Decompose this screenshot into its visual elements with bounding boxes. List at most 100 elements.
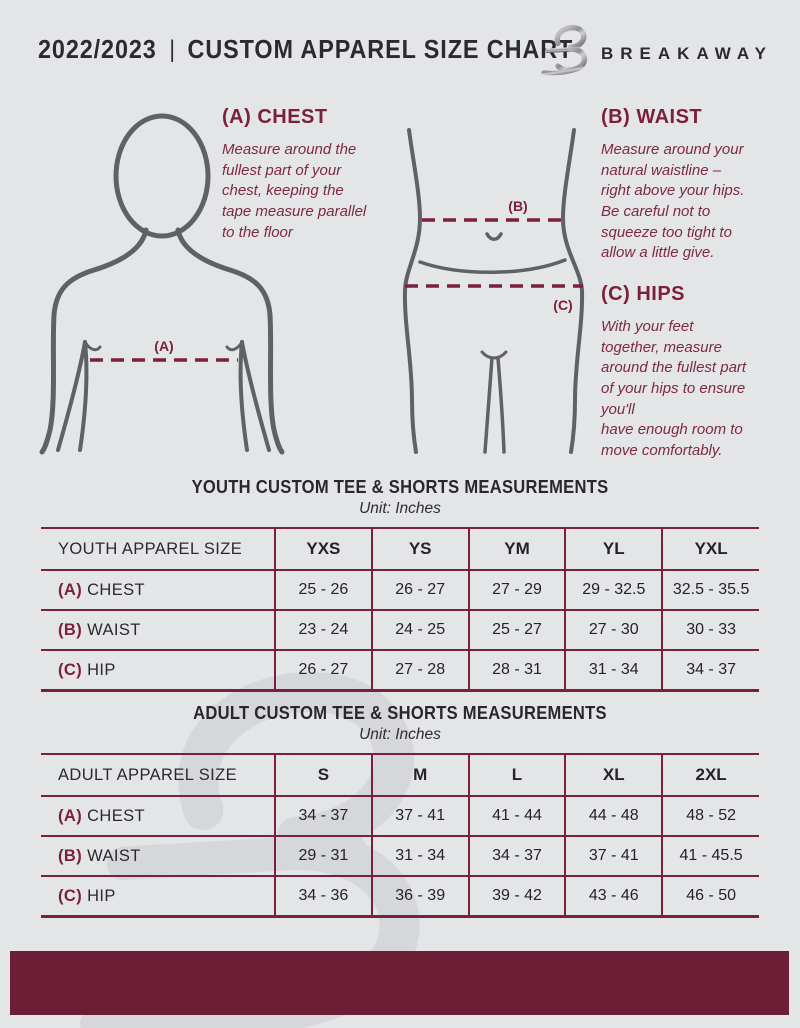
hips-marker-label: (C): [553, 297, 572, 313]
size-column-header: YS: [370, 528, 469, 571]
measurement-value-cell: 24 - 25: [370, 610, 469, 651]
measurement-name: CHEST: [87, 806, 146, 825]
measurement-label-cell: (A) CHEST: [41, 796, 275, 837]
measurement-value-cell: 31 - 34: [370, 836, 469, 877]
measurement-value-cell: 34 - 37: [274, 796, 372, 837]
measurement-value-cell: 41 - 45.5: [661, 836, 759, 877]
measurement-row: (A) CHEST 25 - 26 26 - 27 27 - 29 29 - 32.5 32…: [41, 570, 759, 611]
measurement-value-cell: 29 - 31: [274, 836, 372, 877]
measurement-letter: (C): [58, 886, 83, 905]
measurement-label-cell: (B) WAIST: [41, 836, 275, 877]
torso-figure: (A): [39, 113, 285, 455]
size-column-header: S: [274, 754, 372, 797]
size-header-row: ADULT APPAREL SIZE S M L XL 2XL: [41, 754, 759, 797]
measurement-row: (C) HIP 34 - 36 36 - 39 39 - 42 43 - 46 46 - 5…: [41, 876, 759, 917]
brand-wordmark: BREAKAWAY: [601, 44, 773, 63]
measurement-name: HIP: [87, 660, 116, 679]
size-column-header: L: [467, 754, 566, 797]
measurement-value-cell: 48 - 52: [661, 796, 759, 837]
size-category-header: ADULT APPAREL SIZE: [41, 754, 275, 797]
measurement-value-cell: 28 - 31: [467, 650, 566, 691]
measurement-value-cell: 43 - 46: [564, 876, 663, 917]
season-year: 2022/2023: [38, 34, 157, 64]
measurement-value-cell: 25 - 26: [274, 570, 372, 611]
page-header: 2022/2023 | CUSTOM APPAREL SIZE CHART: [38, 34, 573, 65]
measurement-value-cell: 36 - 39: [370, 876, 469, 917]
measurement-value-cell: 41 - 44: [467, 796, 566, 837]
lower-body-figure: (B) (C): [402, 128, 585, 454]
size-column-header: YM: [467, 528, 566, 571]
measurement-label-cell: (B) WAIST: [41, 610, 275, 651]
measurement-row: (A) CHEST 34 - 37 37 - 41 41 - 44 44 - 48 48 -…: [41, 796, 759, 837]
measurement-value-cell: 23 - 24: [274, 610, 372, 651]
measurement-row: (C) HIP 26 - 27 27 - 28 28 - 31 31 - 34 34 - 3…: [41, 650, 759, 691]
adult-size-table: ADULT APPAREL SIZE S M L XL 2XL (A) CHEST 34 - 3…: [41, 753, 759, 918]
figure-head: [113, 113, 211, 239]
youth-table-unit: Unit: Inches: [359, 500, 441, 517]
waist-heading: (B) WAIST: [601, 106, 703, 128]
measurement-value-cell: 39 - 42: [467, 876, 566, 917]
measurement-value-cell: 37 - 41: [564, 836, 663, 877]
measurement-value-cell: 31 - 34: [564, 650, 663, 691]
hips-guide: (C) HIPS With your feet together, measur…: [601, 283, 796, 462]
footer-accent-bar: [10, 951, 789, 1015]
measurement-letter: (A): [58, 580, 83, 599]
hips-heading: (C) HIPS: [601, 283, 685, 305]
waist-guide: (B) WAIST Measure around your natural wa…: [601, 106, 796, 264]
measurement-value-cell: 26 - 27: [274, 650, 372, 691]
measurement-value-cell: 46 - 50: [661, 876, 759, 917]
size-column-header: XL: [564, 754, 663, 797]
measurement-letter: (C): [58, 660, 83, 679]
measurement-letter: (A): [58, 806, 83, 825]
youth-table-title: YOUTH CUSTOM TEE & SHORTS MEASUREMENTS: [191, 477, 609, 497]
measurement-value-cell: 25 - 27: [467, 610, 566, 651]
youth-size-table: YOUTH APPAREL SIZE YXS YS YM YL YXL (A) CHEST 25…: [41, 527, 759, 692]
measurement-name: WAIST: [87, 620, 141, 639]
measurement-row: (B) WAIST 23 - 24 24 - 25 25 - 27 27 - 30 30 -…: [41, 610, 759, 651]
hip-crease-line: [418, 258, 567, 274]
measurement-value-cell: 27 - 29: [467, 570, 566, 611]
breakaway-logo-icon: [541, 24, 588, 76]
page-title: CUSTOM APPAREL SIZE CHART: [187, 34, 574, 64]
adult-table-unit: Unit: Inches: [359, 726, 441, 743]
size-column-header: YXL: [661, 528, 759, 571]
measurement-value-cell: 27 - 28: [370, 650, 469, 691]
measurement-value-cell: 26 - 27: [370, 570, 469, 611]
adult-measurements-section: ADULT CUSTOM TEE & SHORTS MEASUREMENTS U…: [0, 702, 800, 918]
waist-instructions: Measure around your natural waistline – …: [601, 141, 745, 262]
size-column-header: 2XL: [661, 754, 759, 797]
chest-guide: (A) CHEST Measure around the fullest par…: [222, 106, 412, 243]
measurement-value-cell: 34 - 37: [467, 836, 566, 877]
measurement-row: (B) WAIST 29 - 31 31 - 34 34 - 37 37 - 41 41 -…: [41, 836, 759, 877]
size-column-header: YXS: [274, 528, 372, 571]
measurement-value-cell: 27 - 30: [564, 610, 663, 651]
measurement-value-cell: 29 - 32.5: [564, 570, 663, 611]
chest-instructions: Measure around the fullest part of your …: [222, 141, 367, 241]
waist-marker-label: (B): [508, 198, 527, 214]
measurement-value-cell: 34 - 36: [274, 876, 372, 917]
size-column-header: M: [370, 754, 469, 797]
size-category-header: YOUTH APPAREL SIZE: [41, 528, 275, 571]
measurement-value-cell: 34 - 37: [661, 650, 759, 691]
adult-table-title: ADULT CUSTOM TEE & SHORTS MEASUREMENTS: [193, 703, 607, 723]
title-separator: |: [169, 35, 175, 63]
measurement-value-cell: 44 - 48: [564, 796, 663, 837]
measurement-label-cell: (A) CHEST: [41, 570, 275, 611]
navel-mark: [485, 232, 503, 241]
chest-heading: (A) CHEST: [222, 106, 328, 128]
measurement-name: WAIST: [87, 846, 141, 865]
size-header-row: YOUTH APPAREL SIZE YXS YS YM YL YXL: [41, 528, 759, 571]
measurement-value-cell: 32.5 - 35.5: [661, 570, 759, 611]
size-column-header: YL: [564, 528, 663, 571]
hips-instructions: With your feet together, measure around …: [601, 318, 747, 460]
measurement-name: CHEST: [87, 580, 146, 599]
measurement-label-cell: (C) HIP: [41, 650, 275, 691]
measurement-value-cell: 30 - 33: [661, 610, 759, 651]
measurement-letter: (B): [58, 846, 83, 865]
youth-measurements-section: YOUTH CUSTOM TEE & SHORTS MEASUREMENTS U…: [0, 476, 800, 692]
chest-marker-label: (A): [154, 338, 173, 354]
measurement-name: HIP: [87, 886, 116, 905]
measurement-label-cell: (C) HIP: [41, 876, 275, 917]
measurement-letter: (B): [58, 620, 83, 639]
